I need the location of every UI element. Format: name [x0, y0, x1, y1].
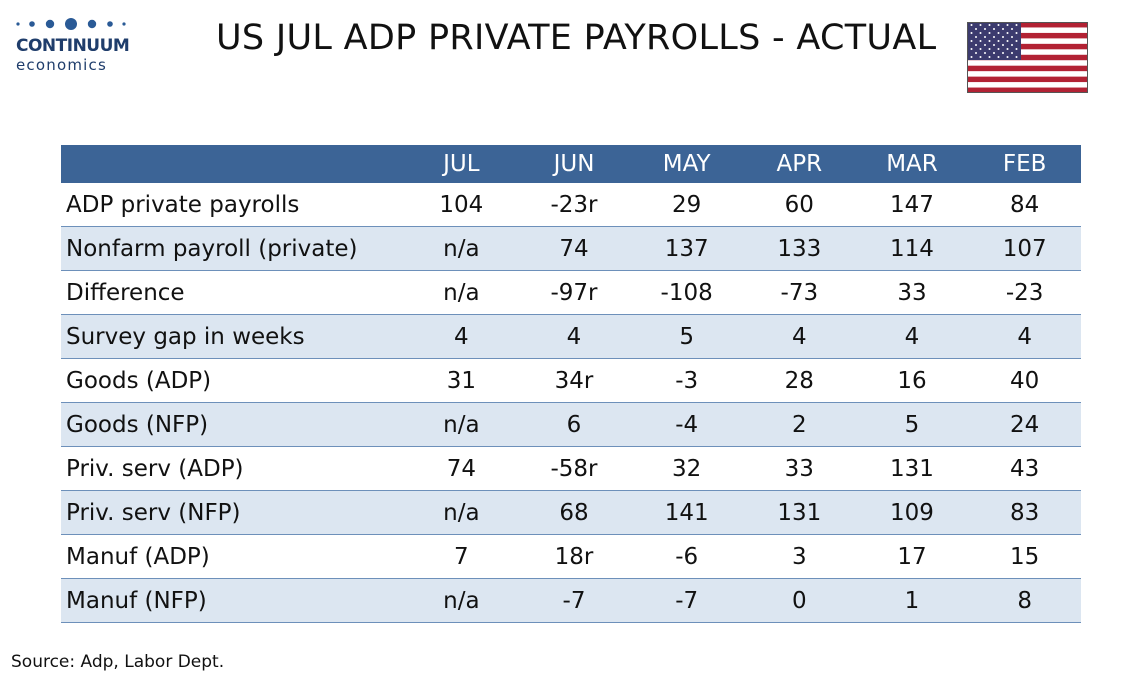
table-cell: -108: [630, 270, 743, 315]
table-row: Goods (ADP) 31 34r -3 28 16 40: [61, 358, 1081, 403]
table-cell: 18r: [517, 534, 631, 579]
row-label: Nonfarm payroll (private): [61, 226, 406, 271]
table-cell: 3: [742, 534, 856, 579]
table-cell: -97r: [517, 270, 631, 315]
table-cell: 5: [630, 314, 743, 359]
table-cell: 28: [742, 358, 856, 403]
table-cell: -58r: [517, 446, 631, 491]
table-cell: 4: [855, 314, 969, 359]
table-row: Manuf (NFP) n/a -7 -7 0 1 8: [61, 578, 1081, 623]
table-cell: 43: [968, 446, 1081, 491]
table-row: ADP private payrolls 104 -23r 29 60 147 84: [61, 183, 1081, 227]
table-cell: 7: [405, 534, 518, 579]
row-label: ADP private payrolls: [61, 183, 406, 227]
table-cell: -73: [742, 270, 856, 315]
table-cell: 31: [405, 358, 518, 403]
table-row: Nonfarm payroll (private) n/a 74 137 133 114 1…: [61, 226, 1081, 271]
table-cell: -3: [630, 358, 743, 403]
table-row: Manuf (ADP) 7 18r -6 3 17 15: [61, 534, 1081, 579]
table-cell: 2: [742, 402, 856, 447]
table-cell: 16: [855, 358, 969, 403]
row-label: Survey gap in weeks: [61, 314, 406, 359]
table-row: Goods (NFP) n/a 6 -4 2 5 24: [61, 402, 1081, 447]
payrolls-table: JUL JUN MAY APR MAR FEB ADP private payr…: [61, 145, 1081, 623]
column-header: MAR: [855, 145, 969, 183]
table-cell: 33: [855, 270, 969, 315]
table-cell: 68: [517, 490, 631, 535]
logo-dots-icon: [16, 18, 126, 30]
table-cell: 6: [517, 402, 631, 447]
table-cell: 114: [855, 226, 969, 271]
table-cell: -4: [630, 402, 743, 447]
table-cell: 34r: [517, 358, 631, 403]
table-cell: 83: [968, 490, 1081, 535]
row-label: Goods (NFP): [61, 402, 406, 447]
table-cell: 104: [405, 183, 518, 227]
table-cell: -7: [630, 578, 743, 623]
table-cell: 84: [968, 183, 1081, 227]
table-cell: 33: [742, 446, 856, 491]
table-cell: 137: [630, 226, 743, 271]
row-label: Difference: [61, 270, 406, 315]
table-cell: 24: [968, 402, 1081, 447]
table-row: Survey gap in weeks 4 4 5 4 4 4: [61, 314, 1081, 359]
row-label: Manuf (ADP): [61, 534, 406, 579]
table-cell: -7: [517, 578, 631, 623]
row-label: Goods (ADP): [61, 358, 406, 403]
row-label: Manuf (NFP): [61, 578, 406, 623]
column-header: FEB: [968, 145, 1081, 183]
table-cell: 147: [855, 183, 969, 227]
table-row: Priv. serv (ADP) 74 -58r 32 33 131 43: [61, 446, 1081, 491]
table-cell: 0: [742, 578, 856, 623]
table-cell: -6: [630, 534, 743, 579]
table-cell: 4: [968, 314, 1081, 359]
table-cell: 17: [855, 534, 969, 579]
row-label: Priv. serv (ADP): [61, 446, 406, 491]
column-header: [61, 145, 406, 183]
table-cell: n/a: [405, 490, 518, 535]
table-cell: 1: [855, 578, 969, 623]
table-cell: 5: [855, 402, 969, 447]
column-header: JUN: [517, 145, 631, 183]
logo-subtitle: economics: [16, 56, 107, 74]
logo-name: CONTINUUM: [16, 36, 130, 56]
page-title: US JUL ADP PRIVATE PAYROLLS - ACTUAL: [216, 18, 937, 58]
payrolls-table-container: JUL JUN MAY APR MAR FEB ADP private payr…: [61, 145, 1081, 623]
table-cell: 29: [630, 183, 743, 227]
table-cell: 74: [405, 446, 518, 491]
continuum-economics-logo: CONTINUUM economics: [14, 14, 134, 76]
table-cell: 40: [968, 358, 1081, 403]
table-cell: 32: [630, 446, 743, 491]
table-row: Difference n/a -97r -108 -73 33 -23: [61, 270, 1081, 315]
table-cell: 131: [855, 446, 969, 491]
column-header: MAY: [630, 145, 743, 183]
source-note: Source: Adp, Labor Dept.: [11, 652, 225, 672]
table-header-row: JUL JUN MAY APR MAR FEB: [61, 145, 1081, 183]
table-cell: 107: [968, 226, 1081, 271]
row-label: Priv. serv (NFP): [61, 490, 406, 535]
table-row: Priv. serv (NFP) n/a 68 141 131 109 83: [61, 490, 1081, 535]
table-cell: 4: [517, 314, 631, 359]
table-cell: 15: [968, 534, 1081, 579]
table-cell: 109: [855, 490, 969, 535]
table-cell: n/a: [405, 402, 518, 447]
table-cell: n/a: [405, 270, 518, 315]
table-cell: 74: [517, 226, 631, 271]
us-flag-icon: [967, 22, 1088, 93]
table-cell: 4: [742, 314, 856, 359]
table-cell: n/a: [405, 578, 518, 623]
column-header: APR: [742, 145, 856, 183]
table-cell: 131: [742, 490, 856, 535]
table-cell: -23: [968, 270, 1081, 315]
table-cell: 141: [630, 490, 743, 535]
table-cell: 8: [968, 578, 1081, 623]
table-cell: 60: [742, 183, 856, 227]
column-header: JUL: [405, 145, 518, 183]
table-cell: 4: [405, 314, 518, 359]
table-cell: n/a: [405, 226, 518, 271]
table-cell: -23r: [517, 183, 631, 227]
table-cell: 133: [742, 226, 856, 271]
